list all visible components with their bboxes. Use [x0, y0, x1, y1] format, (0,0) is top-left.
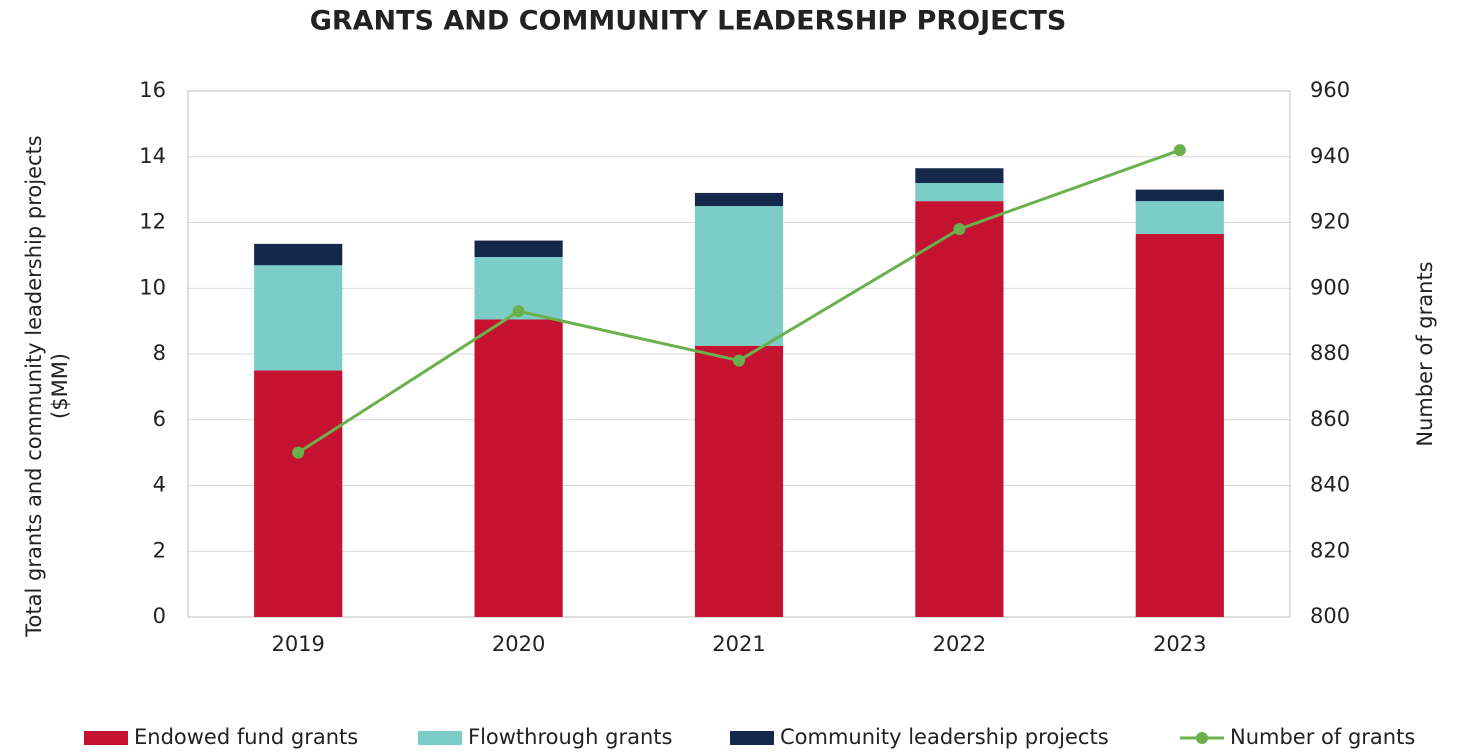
- y2-tick-label: 920: [1310, 210, 1350, 234]
- y-axis-title-line: ($MM): [48, 353, 72, 419]
- bar-segment: [915, 183, 1004, 202]
- y-axis-title: Total grants and community leadership pr…: [22, 135, 72, 637]
- y2-tick-label: 820: [1310, 538, 1350, 562]
- y-tick-label: 16: [139, 78, 166, 102]
- bar-segment: [254, 243, 343, 266]
- y-tick-label: 2: [153, 538, 166, 562]
- y-tick-label: 6: [153, 407, 166, 431]
- y-tick-label: 12: [139, 210, 166, 234]
- legend-swatch: [1196, 732, 1208, 744]
- bar-segment: [1135, 189, 1224, 202]
- y-tick-label: 8: [153, 341, 166, 365]
- y2-tick-label: 840: [1310, 473, 1350, 497]
- bar-segment: [694, 345, 784, 617]
- y2-tick-label: 940: [1310, 144, 1350, 168]
- legend-swatch: [730, 731, 774, 745]
- x-tick-label: 2021: [712, 632, 765, 656]
- line-point: [292, 446, 305, 459]
- x-tick-label: 2022: [933, 632, 986, 656]
- y2-tick-label: 960: [1310, 78, 1350, 102]
- bar-segment: [1135, 234, 1224, 617]
- y-tick-label: 0: [153, 604, 166, 628]
- legend-swatch: [418, 731, 462, 745]
- bar-segment: [474, 319, 563, 617]
- bar-segment: [254, 370, 343, 617]
- bar-segment: [915, 168, 1004, 184]
- bar-segment: [694, 206, 784, 346]
- legend-swatch: [84, 731, 128, 745]
- chart-title: GRANTS AND COMMUNITY LEADERSHIP PROJECTS: [310, 6, 1067, 37]
- y2-tick-label: 880: [1310, 341, 1350, 365]
- x-tick-label: 2020: [492, 632, 545, 656]
- y-tick-label: 14: [139, 144, 166, 168]
- legend-label: Community leadership projects: [780, 725, 1109, 749]
- line-point: [733, 354, 745, 367]
- y-tick-label: 10: [139, 275, 166, 299]
- y2-tick-label: 800: [1310, 604, 1350, 628]
- y2-tick-label: 900: [1310, 275, 1350, 299]
- x-tick-label: 2023: [1153, 632, 1206, 656]
- y2-axis-title: Number of grants: [1413, 261, 1437, 446]
- bar-segment: [474, 240, 563, 258]
- legend-label: Flowthrough grants: [468, 725, 672, 749]
- line-point: [1173, 144, 1186, 157]
- bar-segment: [1135, 201, 1224, 235]
- line-point: [512, 305, 525, 318]
- bar-segment: [915, 201, 1004, 617]
- bar-segment: [254, 265, 343, 371]
- legend-label: Endowed fund grants: [134, 725, 358, 749]
- y-tick-label: 4: [153, 473, 166, 497]
- y2-tick-label: 860: [1310, 407, 1350, 431]
- y-axis-title-line: Total grants and community leadership pr…: [22, 135, 46, 637]
- bar-segment: [694, 192, 784, 207]
- x-tick-label: 2019: [271, 632, 324, 656]
- legend-label: Number of grants: [1230, 725, 1415, 749]
- line-point: [953, 223, 966, 236]
